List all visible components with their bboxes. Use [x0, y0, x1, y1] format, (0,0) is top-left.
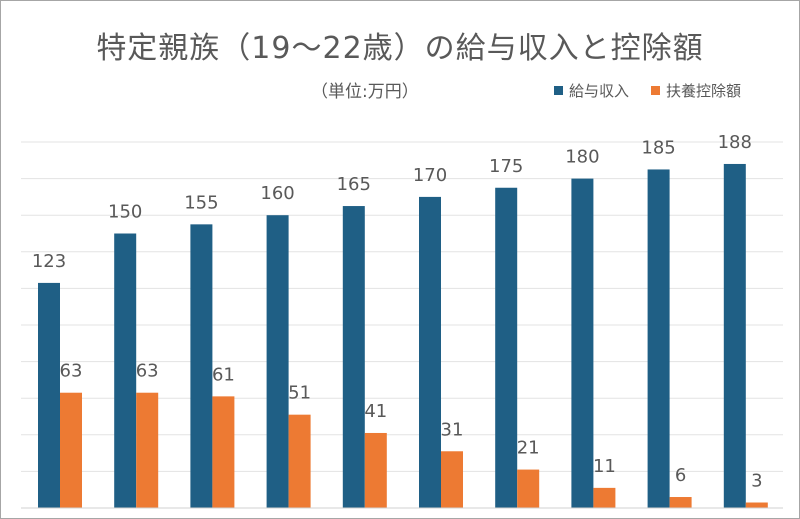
bar-deduction [593, 487, 616, 508]
bar-income [114, 233, 137, 508]
legend: 給与収入 扶養控除額 [554, 80, 763, 101]
bar-income [571, 178, 594, 508]
legend-swatch-income [554, 86, 563, 95]
data-label-income: 155 [184, 192, 218, 213]
data-label-deduction: 11 [593, 456, 616, 477]
bar-deduction [136, 392, 159, 508]
data-label-income: 123 [32, 251, 66, 272]
data-label-income: 165 [337, 174, 371, 195]
unit-label: （単位:万円） [311, 82, 419, 102]
data-label-deduction: 21 [517, 438, 540, 459]
bar-income [495, 187, 518, 508]
data-label-deduction: 51 [288, 383, 311, 404]
data-label-deduction: 63 [136, 361, 159, 382]
data-label-income: 188 [718, 132, 752, 153]
legend-label-income: 給与収入 [569, 82, 630, 100]
data-label-income: 170 [413, 165, 447, 186]
legend-item-deduction: 扶養控除額 [651, 80, 741, 101]
bar-deduction [517, 469, 540, 508]
data-label-deduction: 3 [751, 471, 762, 492]
legend-swatch-deduction [651, 86, 661, 95]
data-label-income: 175 [489, 156, 523, 177]
bar-income [647, 169, 670, 508]
data-label-income: 180 [565, 147, 599, 168]
bar-income [38, 282, 60, 508]
bar-deduction [288, 414, 311, 508]
bar-deduction [364, 432, 387, 508]
data-label-income: 160 [260, 183, 294, 204]
bar-income [723, 163, 746, 508]
data-label-income: 185 [641, 137, 675, 158]
data-label-income: 150 [108, 202, 142, 223]
bar-deduction [441, 451, 463, 508]
bar-deduction [212, 396, 235, 508]
data-label-deduction: 41 [364, 401, 387, 422]
bar-income [342, 206, 365, 509]
data-label-deduction: 31 [441, 419, 464, 440]
data-label-deduction: 63 [60, 361, 83, 382]
data-label-deduction: 6 [675, 465, 686, 486]
bar-deduction [60, 392, 82, 508]
legend-item-income: 給与収入 [554, 80, 629, 101]
bar-income [266, 215, 289, 508]
legend-label-deduction: 扶養控除額 [666, 82, 742, 100]
bar-deduction [669, 497, 692, 508]
bar-income [419, 196, 441, 508]
bar-income [190, 224, 213, 508]
chart-title: 特定親族（19～22歳）の給与収入と控除額 [96, 31, 704, 66]
bar-deduction [745, 502, 768, 508]
data-label-deduction: 61 [212, 364, 235, 385]
